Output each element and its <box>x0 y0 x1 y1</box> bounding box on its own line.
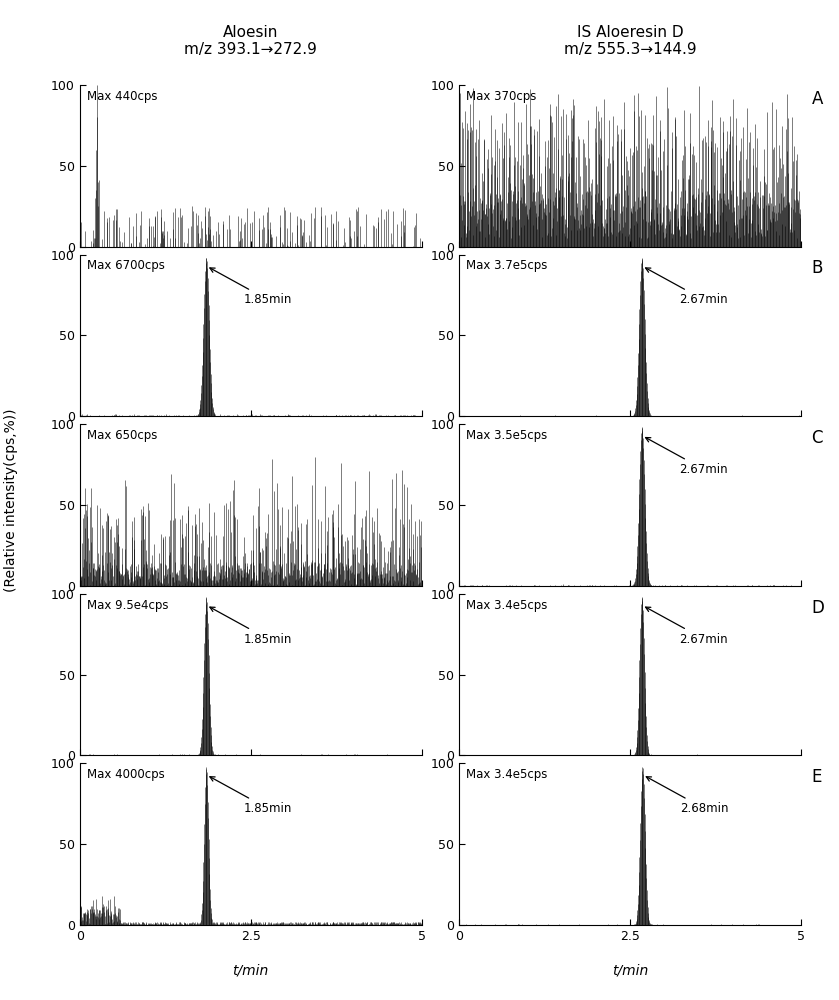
Text: Max 3.4e5cps: Max 3.4e5cps <box>466 768 548 781</box>
Text: B: B <box>811 259 823 277</box>
Text: Max 9.5e4cps: Max 9.5e4cps <box>86 599 168 612</box>
Text: Aloesin
m/z 393.1→272.9: Aloesin m/z 393.1→272.9 <box>185 25 317 57</box>
Text: Max 6700cps: Max 6700cps <box>86 259 164 272</box>
Text: E: E <box>811 768 822 786</box>
Text: Max 3.7e5cps: Max 3.7e5cps <box>466 259 548 272</box>
Text: 2.67min: 2.67min <box>645 268 728 306</box>
Text: 1.85min: 1.85min <box>210 777 292 815</box>
Text: D: D <box>811 599 825 617</box>
Text: Max 4000cps: Max 4000cps <box>86 768 164 781</box>
Text: (Relative intensity(cps,%)): (Relative intensity(cps,%)) <box>4 408 18 592</box>
Text: 1.85min: 1.85min <box>210 607 292 646</box>
Text: t/min: t/min <box>612 964 649 978</box>
Text: A: A <box>811 90 823 108</box>
Text: IS Aloeresin D
m/z 555.3→144.9: IS Aloeresin D m/z 555.3→144.9 <box>564 25 696 57</box>
Text: Max 3.4e5cps: Max 3.4e5cps <box>466 599 548 612</box>
Text: 1.85min: 1.85min <box>210 268 292 306</box>
Text: 2.67min: 2.67min <box>645 438 728 476</box>
Text: t/min: t/min <box>232 964 268 978</box>
Text: 2.67min: 2.67min <box>645 607 728 646</box>
Text: C: C <box>811 429 823 447</box>
Text: 2.68min: 2.68min <box>646 777 729 815</box>
Text: Max 440cps: Max 440cps <box>86 90 157 103</box>
Text: Max 370cps: Max 370cps <box>466 90 537 103</box>
Text: Max 3.5e5cps: Max 3.5e5cps <box>466 429 547 442</box>
Text: Max 650cps: Max 650cps <box>86 429 157 442</box>
